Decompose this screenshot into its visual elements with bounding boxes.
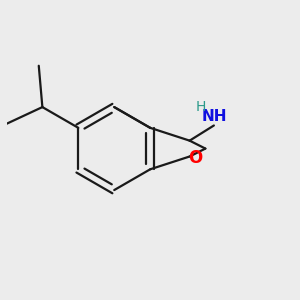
Text: NH: NH <box>201 109 226 124</box>
Text: O: O <box>188 149 202 167</box>
Text: H: H <box>196 100 206 114</box>
